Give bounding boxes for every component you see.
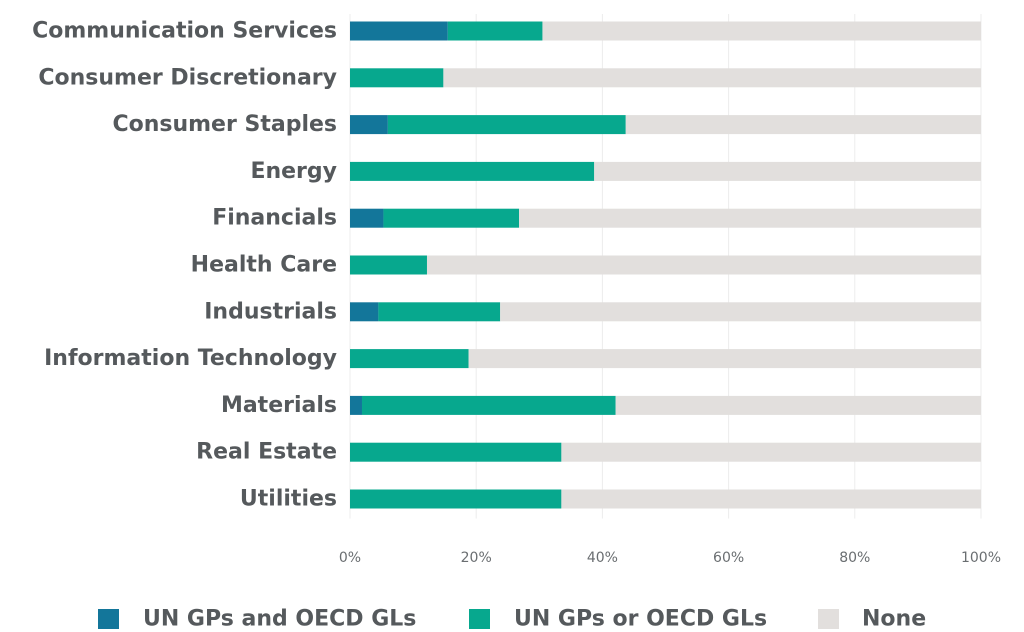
category-labels: Communication Services Consumer Discretio… bbox=[32, 19, 337, 512]
category-label-health-care: Health Care bbox=[191, 253, 337, 278]
bar-industrials-none bbox=[500, 302, 981, 322]
bar-financials-un-gps-and-oecd-gls bbox=[350, 208, 384, 228]
category-label-real-estate: Real Estate bbox=[196, 440, 337, 465]
legend-label-none: None bbox=[862, 607, 926, 632]
bar-financials-un-gps-or-oecd-gls bbox=[383, 208, 520, 228]
x-tick-label-0: 0% bbox=[339, 550, 361, 566]
x-tick-label-1: 20% bbox=[461, 550, 492, 566]
bar-materials-un-gps-and-oecd-gls bbox=[350, 395, 362, 415]
bar-materials-none bbox=[615, 395, 981, 415]
category-label-materials: Materials bbox=[221, 393, 337, 418]
legend-label-un-gps-and-oecd-gls: UN GPs and OECD GLs bbox=[143, 607, 416, 632]
bar-communication-services-un-gps-or-oecd-gls bbox=[447, 21, 543, 41]
bar-real-estate-un-gps-or-oecd-gls bbox=[350, 442, 562, 462]
bar-communication-services-none bbox=[542, 21, 981, 41]
category-label-energy: Energy bbox=[250, 159, 337, 184]
legend-label-un-gps-or-oecd-gls: UN GPs or OECD GLs bbox=[514, 607, 767, 632]
category-label-information-technology: Information Technology bbox=[44, 346, 337, 371]
x-tick-label-5: 100% bbox=[961, 550, 1001, 566]
x-tick-label-4: 80% bbox=[839, 550, 870, 566]
bar-consumer-discretionary-un-gps-or-oecd-gls bbox=[350, 68, 444, 88]
bar-energy-un-gps-or-oecd-gls bbox=[350, 161, 595, 181]
bar-consumer-discretionary-none bbox=[443, 68, 981, 88]
legend: UN GPs and OECD GLs UN GPs or OECD GLs Non… bbox=[98, 607, 926, 632]
x-axis-ticks: 0% 20% 40% 60% 80% 100% bbox=[339, 550, 1001, 566]
bar-consumer-staples-un-gps-and-oecd-gls bbox=[350, 115, 388, 135]
bar-health-care-none bbox=[426, 255, 981, 275]
bar-communication-services-un-gps-and-oecd-gls bbox=[350, 21, 448, 41]
x-tick-label-3: 60% bbox=[713, 550, 744, 566]
category-label-industrials: Industrials bbox=[204, 299, 337, 324]
bar-industrials-un-gps-or-oecd-gls bbox=[378, 302, 501, 322]
bar-financials-none bbox=[519, 208, 981, 228]
category-label-communication-services: Communication Services bbox=[32, 19, 337, 44]
bar-consumer-staples-un-gps-or-oecd-gls bbox=[387, 115, 626, 135]
bar-utilities-none bbox=[561, 489, 981, 509]
bar-utilities-un-gps-or-oecd-gls bbox=[350, 489, 562, 509]
category-label-consumer-discretionary: Consumer Discretionary bbox=[38, 65, 337, 90]
bar-industrials-un-gps-and-oecd-gls bbox=[350, 302, 379, 322]
legend-swatch-none bbox=[818, 609, 839, 629]
legend-swatch-un-gps-or-oecd-gls bbox=[469, 609, 490, 629]
bar-health-care-un-gps-or-oecd-gls bbox=[350, 255, 427, 275]
category-label-utilities: Utilities bbox=[240, 487, 337, 512]
bar-information-technology-none bbox=[468, 349, 981, 369]
bars bbox=[350, 21, 981, 509]
category-label-consumer-staples: Consumer Staples bbox=[112, 112, 337, 137]
bar-consumer-staples-none bbox=[625, 115, 981, 135]
legend-swatch-un-gps-and-oecd-gls bbox=[98, 609, 119, 629]
bar-information-technology-un-gps-or-oecd-gls bbox=[350, 349, 469, 369]
bar-real-estate-none bbox=[561, 442, 981, 462]
category-label-financials: Financials bbox=[212, 206, 337, 231]
bar-materials-un-gps-or-oecd-gls bbox=[361, 395, 616, 415]
bar-energy-none bbox=[594, 161, 981, 181]
x-tick-label-2: 40% bbox=[587, 550, 618, 566]
